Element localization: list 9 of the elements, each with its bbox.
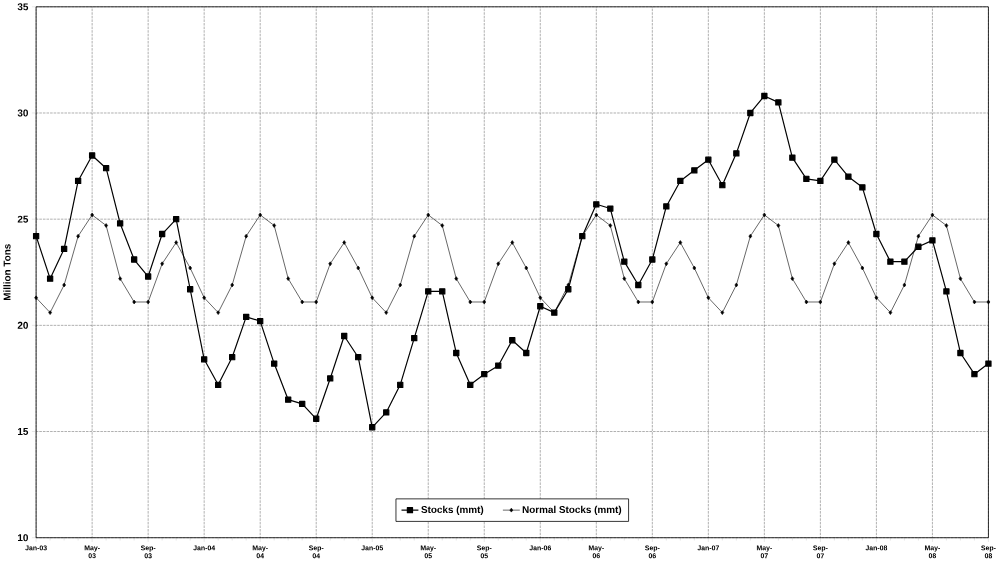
y-tick-label: 15 [18, 428, 29, 436]
legend-label: Stocks (mmt) [421, 506, 484, 516]
y-axis-title: Million Tons [3, 244, 11, 301]
y-tick-label: 35 [17, 3, 29, 11]
legend-label: Normal Stocks (mmt) [522, 506, 622, 516]
y-tick-label: 20 [17, 322, 28, 330]
y-tick-label: 25 [17, 215, 29, 223]
y-tick-label: 30 [17, 109, 28, 117]
y-tick-label: 10 [18, 534, 28, 542]
